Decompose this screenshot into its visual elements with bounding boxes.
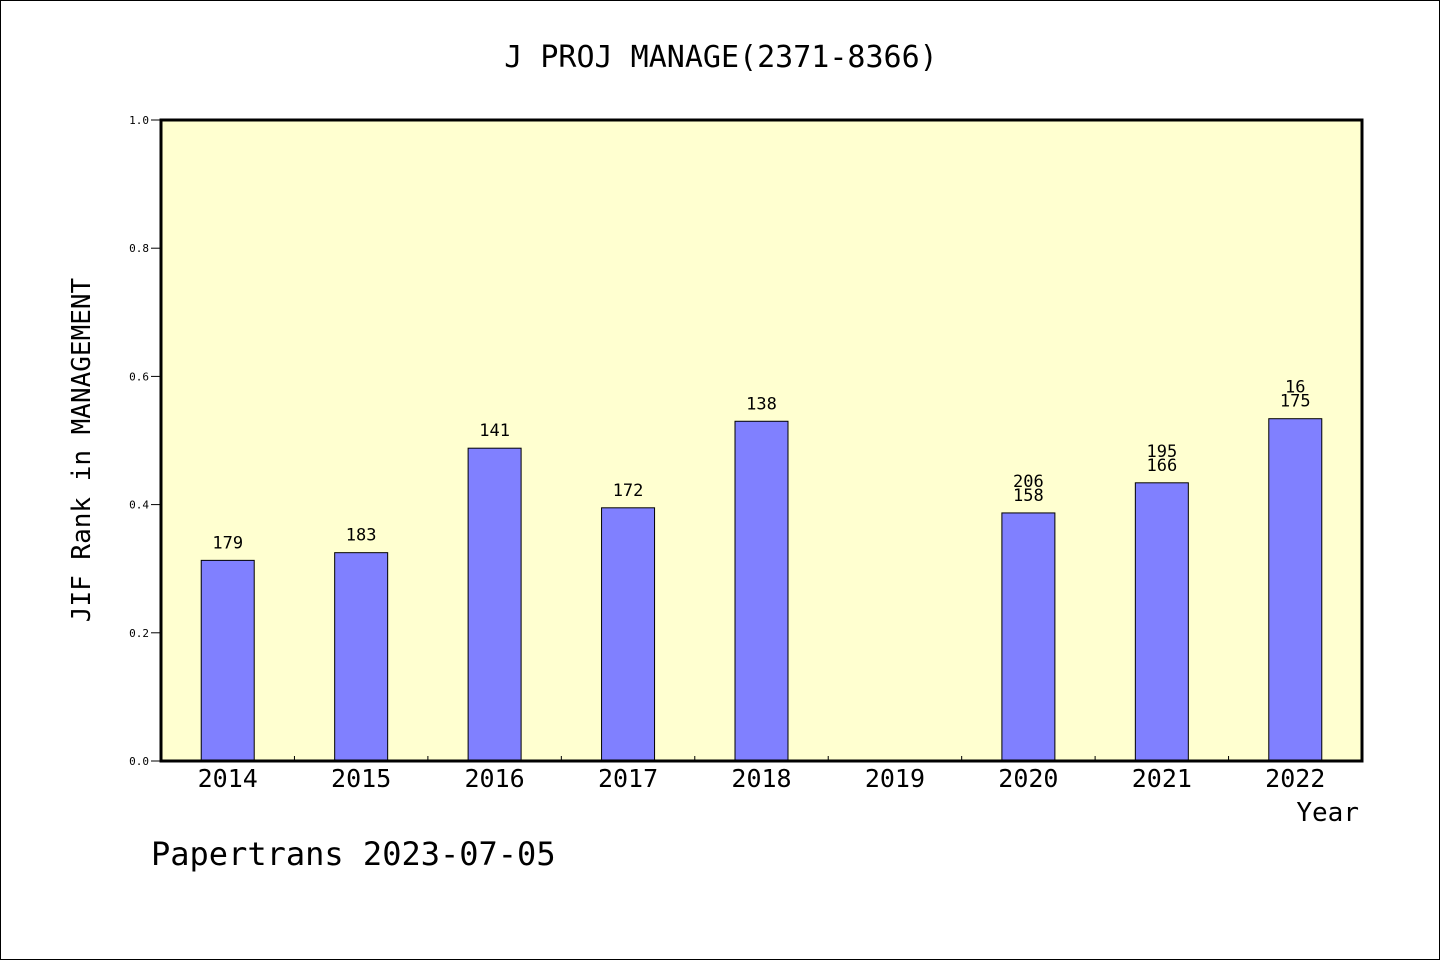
bar-2022 xyxy=(1268,418,1323,762)
x-tick-label: 2019 xyxy=(865,764,925,793)
y-axis-label: JIF Rank in MANAGEMENT xyxy=(67,277,97,622)
x-tick-label: 2017 xyxy=(598,764,658,793)
y-tick-label: 0.2 xyxy=(129,627,149,640)
bar-label-2016: 141 xyxy=(479,421,510,441)
bar-2018 xyxy=(734,420,789,762)
x-axis: 2014 2015 2016 2017 2018 2019 2020 2021 2022 xyxy=(198,756,1325,793)
y-tick-label: 0.8 xyxy=(129,242,149,255)
x-tick-label: 2021 xyxy=(1132,764,1192,793)
bar-label-2020: 158 xyxy=(1013,486,1044,506)
chart-title: J PROJ MANAGE(2371-8366) xyxy=(504,40,937,75)
x-axis-label: Year xyxy=(1296,798,1359,828)
plot-border xyxy=(159,118,1364,763)
bar-label-2022: 16 xyxy=(1285,378,1305,398)
y-tick-label: 1.0 xyxy=(129,114,149,127)
bar-label-2022: 175 xyxy=(1280,392,1311,412)
bar-label-2017: 172 xyxy=(613,481,644,501)
y-axis: 0.0 0.2 0.4 0.6 0.8 1.0 xyxy=(129,114,161,768)
bars-group xyxy=(200,418,1323,762)
y-tick-label: 0.6 xyxy=(129,370,149,383)
bar-label-2015: 183 xyxy=(346,526,377,546)
x-tick-label: 2014 xyxy=(198,764,258,793)
bar-2015 xyxy=(334,552,389,762)
bar-label-2020: 206 xyxy=(1013,472,1044,492)
footer-credit: Papertrans 2023-07-05 xyxy=(151,835,556,873)
bar-label-2014: 179 xyxy=(212,533,243,553)
bar-label-2021: 195 xyxy=(1146,442,1177,462)
x-tick-label: 2016 xyxy=(465,764,525,793)
x-tick-label: 2020 xyxy=(998,764,1058,793)
bar-label-2021: 166 xyxy=(1146,456,1177,476)
bar-2014 xyxy=(200,559,255,762)
bar-label-2018: 138 xyxy=(746,394,777,414)
x-tick-label: 2018 xyxy=(731,764,791,793)
y-tick-label: 0.0 xyxy=(129,755,149,768)
x-tick-label: 2015 xyxy=(331,764,391,793)
y-tick-label: 0.4 xyxy=(129,499,149,512)
x-tick-label: 2022 xyxy=(1265,764,1325,793)
bar-2021 xyxy=(1134,482,1189,762)
bar-2020 xyxy=(1001,512,1056,762)
bar-2016 xyxy=(467,447,522,762)
bar-2017 xyxy=(601,507,656,762)
